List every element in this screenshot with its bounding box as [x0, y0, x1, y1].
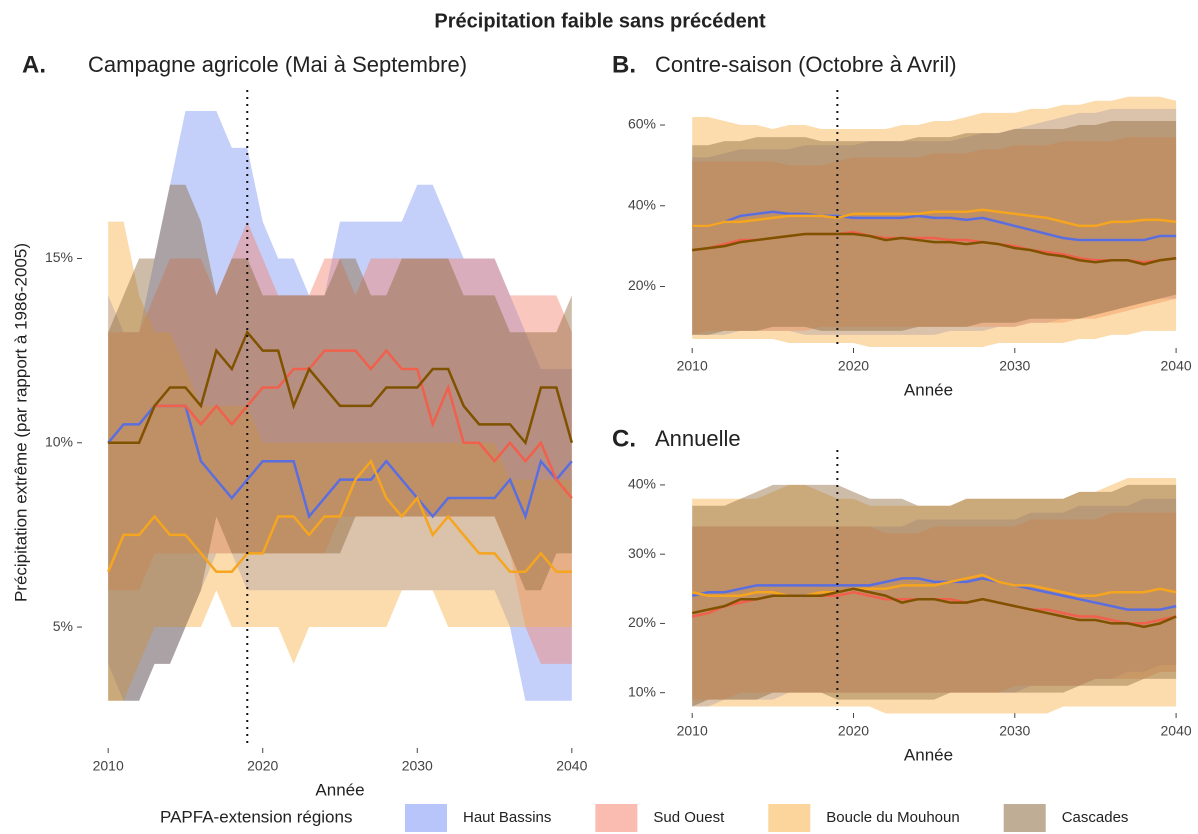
line — [108, 348, 573, 499]
figure-title: Précipitation faible sans précédent — [434, 10, 766, 32]
x-tick-label: 2020 — [247, 758, 278, 774]
x-tick-label: 2010 — [677, 358, 708, 374]
panel-title: Campagne agricole (Mai à Septembre) — [88, 52, 467, 77]
line — [108, 329, 574, 446]
panel-tag: C. — [612, 425, 636, 452]
ribbon — [108, 184, 572, 701]
y-tick-label: 40% — [628, 196, 656, 212]
ribbon — [692, 512, 1177, 700]
y-tick-label: 40% — [628, 476, 656, 492]
panel-tag: A. — [22, 51, 46, 78]
line — [691, 577, 1177, 611]
y-tick-label: 30% — [628, 545, 656, 561]
x-axis-title: Année — [904, 745, 953, 764]
x-axis-title: Année — [315, 780, 364, 799]
legend-title: PAPFA-extension régions — [160, 807, 352, 826]
legend-key — [768, 804, 811, 832]
x-tick-label: 2020 — [838, 723, 869, 739]
legend-key — [405, 804, 447, 832]
y-tick-label: 15% — [45, 249, 73, 265]
legend-label: Sud Ouest — [653, 809, 725, 826]
y-tick-label: 10% — [628, 683, 656, 699]
legend-label: Cascades — [1062, 809, 1129, 826]
line — [691, 587, 1177, 629]
line — [692, 210, 1177, 242]
line — [107, 458, 572, 574]
panel-tag: B. — [612, 51, 636, 78]
y-axis-title: Précipitation extrême (par rapport à 198… — [11, 243, 30, 602]
ribbon — [692, 498, 1177, 707]
ribbon — [108, 221, 572, 664]
ribbon — [692, 120, 1177, 335]
ribbon — [108, 221, 572, 701]
line — [692, 232, 1177, 266]
x-tick-label: 2010 — [677, 723, 708, 739]
x-tick-label: 2010 — [93, 758, 124, 774]
ribbon — [692, 108, 1177, 335]
panel-title: Annuelle — [655, 426, 741, 451]
y-tick-label: 20% — [628, 277, 656, 293]
ribbon — [692, 96, 1177, 348]
x-tick-label: 2030 — [999, 723, 1030, 739]
panel-title: Contre-saison (Octobre à Avril) — [655, 52, 957, 77]
legend-label: Boucle du Mouhoun — [826, 809, 959, 826]
x-tick-label: 2030 — [402, 758, 433, 774]
x-tick-label: 2040 — [1161, 358, 1192, 374]
x-tick-label: 2040 — [556, 758, 587, 774]
legend-label: Haut Bassins — [463, 809, 551, 826]
legend-key — [1003, 804, 1046, 832]
y-tick-label: 60% — [628, 116, 656, 132]
x-tick-label: 2030 — [999, 358, 1030, 374]
y-tick-label: 20% — [628, 614, 656, 630]
y-tick-label: 10% — [45, 433, 73, 449]
ribbon — [692, 478, 1177, 714]
ribbon — [692, 137, 1177, 335]
x-axis-title: Année — [904, 380, 953, 399]
line — [691, 573, 1177, 597]
x-tick-label: 2040 — [1161, 723, 1192, 739]
x-tick-label: 2020 — [838, 358, 869, 374]
legend-key — [595, 804, 638, 832]
line — [692, 208, 1177, 228]
y-tick-label: 5% — [53, 618, 73, 634]
ribbon — [692, 484, 1177, 707]
